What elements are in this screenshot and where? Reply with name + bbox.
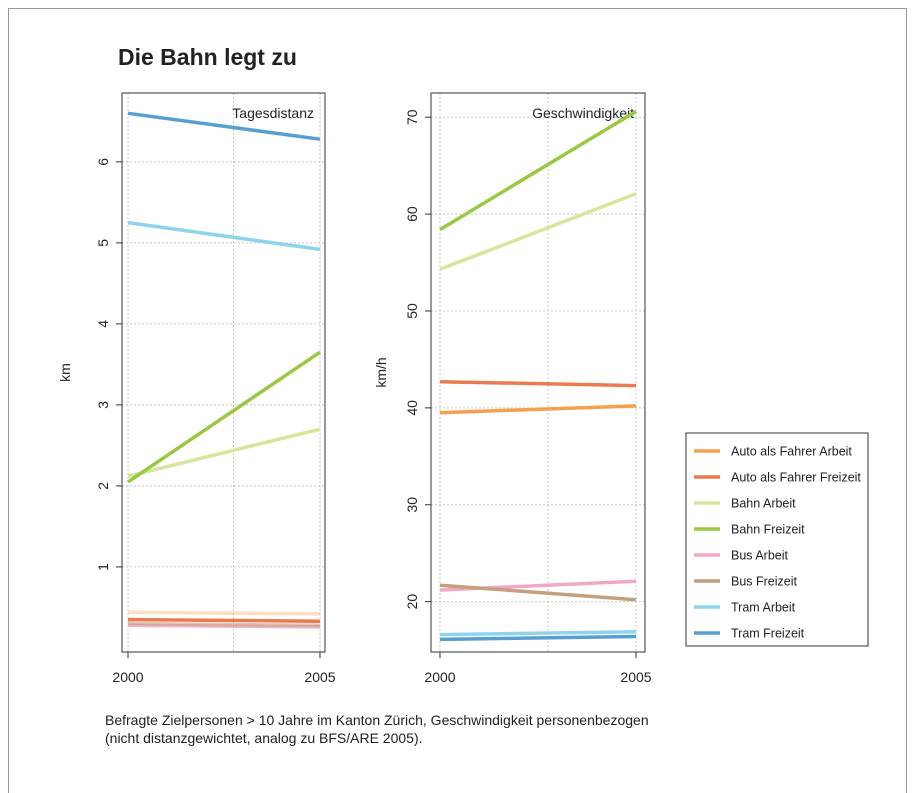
- y-tick-label: 2: [95, 482, 111, 490]
- legend: Auto als Fahrer Arbeit Auto als Fahrer Fr…: [685, 432, 869, 647]
- x-tick-label: 2000: [424, 669, 455, 685]
- series-line: [439, 629, 637, 637]
- legend-label: Auto als Fahrer Arbeit: [731, 445, 852, 459]
- y-tick-label: 1: [95, 563, 111, 571]
- series-line: [127, 610, 321, 616]
- plot-box: [430, 92, 646, 653]
- series-line: [439, 192, 637, 271]
- figure-frame: [8, 8, 907, 793]
- y-tick-label: 50: [404, 303, 420, 319]
- legend-label: Bahn Arbeit: [731, 497, 796, 511]
- y-tick-label: 6: [95, 158, 111, 166]
- caption-line-1: Befragte Zielpersonen > 10 Jahre im Kant…: [105, 712, 649, 728]
- legend-label: Tram Arbeit: [731, 601, 796, 615]
- legend-box: [685, 432, 869, 647]
- y-tick-label: 70: [404, 109, 420, 125]
- y-tick-label: 4: [95, 320, 111, 328]
- y-tick-label: 20: [404, 594, 420, 610]
- plot-box: [121, 92, 326, 653]
- y-tick-label: 30: [404, 497, 420, 513]
- figure-title: Die Bahn legt zu: [118, 44, 297, 70]
- figure-caption: Befragte Zielpersonen > 10 Jahre im Kant…: [105, 711, 649, 747]
- caption-line-2: (nicht distanzgewichtet, analog zu BFS/A…: [105, 730, 423, 746]
- x-tick-label: 2000: [112, 669, 143, 685]
- chart-panel-1: 1 2 3 4 5 6 2000 2005 km Tagesdistanz: [57, 92, 336, 685]
- legend-label: Tram Freizeit: [731, 627, 805, 641]
- y-tick-label: 40: [404, 400, 420, 416]
- y-tick-label: 3: [95, 401, 111, 409]
- panel-title: Tagesdistanz: [232, 105, 314, 121]
- series-line: [127, 617, 321, 623]
- x-tick-label: 2005: [304, 669, 335, 685]
- y-tick-label: 5: [95, 239, 111, 247]
- panel-title: Geschwindigkeit: [532, 105, 634, 121]
- legend-label: Bus Freizeit: [731, 575, 798, 589]
- y-axis-label: km/h: [373, 357, 389, 387]
- chart-panel-2: 20 30 40 50 60 70 2000 2005 km/h Geschwindigkeit: [373, 92, 652, 685]
- y-axis-label: km: [57, 363, 73, 382]
- series-line: [127, 220, 321, 252]
- series-line: [439, 634, 637, 642]
- series-line: [127, 427, 321, 478]
- series-line: [439, 583, 637, 602]
- series-line: [127, 111, 321, 141]
- x-tick-label: 2005: [620, 669, 651, 685]
- legend-label: Bahn Freizeit: [731, 523, 805, 537]
- series-line: [127, 350, 321, 484]
- legend-label: Auto als Fahrer Freizeit: [731, 471, 861, 485]
- legend-label: Bus Arbeit: [731, 549, 789, 563]
- y-tick-label: 60: [404, 206, 420, 222]
- series-line: [439, 109, 637, 232]
- series-line: [439, 404, 637, 415]
- series-line: [127, 621, 321, 628]
- series-line: [439, 379, 637, 388]
